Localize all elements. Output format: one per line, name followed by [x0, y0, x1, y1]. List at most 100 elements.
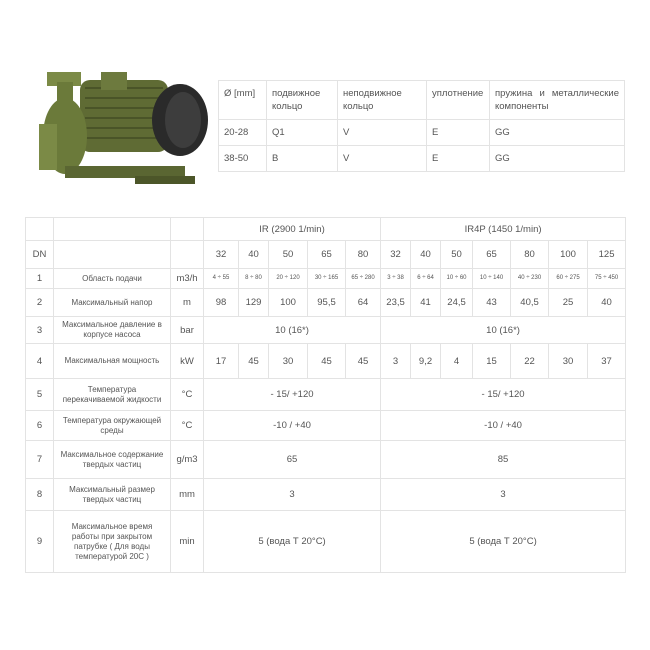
- cell: Температура окружающей среды: [53, 410, 171, 441]
- size-header-row: DN 32 40 50 65 80 32 40 50 65 80 100 125: [25, 240, 627, 269]
- cell: 15: [472, 343, 512, 379]
- cell: 10 ÷ 60: [440, 268, 474, 289]
- cell: 129: [238, 288, 269, 317]
- cell: 75 ÷ 450: [587, 268, 627, 289]
- cell: B: [266, 145, 338, 172]
- cell: mm: [170, 478, 204, 511]
- size-cell: 65: [307, 240, 346, 269]
- cell: 22: [510, 343, 550, 379]
- cell: 40: [587, 288, 627, 317]
- cell: 41: [410, 288, 442, 317]
- seal-materials-table: Ø [mm] подвижное кольцо неподвижное коль…: [218, 80, 625, 172]
- table-row: 8 Максимальный размер твердых частиц mm 3 3: [25, 478, 627, 511]
- cell: 24,5: [440, 288, 474, 317]
- cell: 9,2: [410, 343, 442, 379]
- cell: 10 (16*): [202, 316, 382, 344]
- table-row: 6 Температура окружающей среды °C -10 / +40…: [25, 410, 627, 441]
- size-cell: 50: [268, 240, 308, 269]
- cell: 10 ÷ 140: [472, 268, 512, 289]
- table-header-row: Ø [mm] подвижное кольцо неподвижное коль…: [218, 80, 625, 120]
- cell: m: [170, 288, 204, 317]
- cell: 7: [25, 440, 54, 479]
- ir-header: IR (2900 1/min): [202, 217, 382, 241]
- cell: 60 ÷ 275: [548, 268, 589, 289]
- cell: m3/h: [170, 268, 204, 289]
- cell: kW: [170, 343, 204, 379]
- dn-label: DN: [25, 240, 54, 269]
- cell: Область подачи: [53, 268, 171, 289]
- cell: 3: [380, 478, 627, 511]
- size-cell: 80: [344, 240, 382, 269]
- table-row: 1 Область подачи m3/h 4 ÷ 55 8 ÷ 80 20 ÷ 120 3…: [25, 268, 627, 289]
- cell: 3 ÷ 38: [380, 268, 412, 289]
- cell: 1: [25, 268, 54, 289]
- cell: min: [170, 510, 204, 573]
- cell: 45: [344, 343, 382, 379]
- cell: g/m3: [170, 440, 204, 479]
- cell: 5: [25, 378, 54, 411]
- cell: GG: [489, 145, 625, 172]
- table-row: 4 Максимальная мощность kW 17 45 30 45 45 3 9,2 4 1…: [25, 343, 627, 379]
- cell: 43: [472, 288, 512, 317]
- cell: 4: [440, 343, 474, 379]
- cell: °C: [170, 410, 204, 441]
- cell: Температура перекачиваемой жидкости: [53, 378, 171, 411]
- cell: 98: [203, 288, 239, 317]
- cell: bar: [170, 316, 204, 344]
- cell: 3: [380, 343, 412, 379]
- cell: 64: [344, 288, 382, 317]
- cell: 23,5: [380, 288, 412, 317]
- ir4p-header: IR4P (1450 1/min): [380, 217, 627, 241]
- cell: GG: [489, 119, 625, 146]
- cell: V: [337, 119, 427, 146]
- table-row: 3 Максимальное давление в корпусе насоса b…: [25, 316, 627, 344]
- cell: 3: [202, 478, 382, 511]
- cell: 2: [25, 288, 54, 317]
- size-cell: 32: [380, 240, 412, 269]
- cell: 65 ÷ 280: [344, 268, 382, 289]
- size-cell: 80: [510, 240, 550, 269]
- cell: 20-28: [218, 119, 267, 146]
- cell: 5 (вода Т 20°C): [380, 510, 627, 573]
- table-row: 9 Максимальное время работы при закрытом …: [25, 510, 627, 573]
- size-cell: 100: [548, 240, 589, 269]
- table-row: 2 Максимальный напор m 98 129 100 95,5 64 23,5 41…: [25, 288, 627, 317]
- cell: 6: [25, 410, 54, 441]
- cell: 38-50: [218, 145, 267, 172]
- cell: °C: [170, 378, 204, 411]
- cell: Максимальное содержание твердых частиц: [53, 440, 171, 479]
- pump-image: [39, 72, 208, 184]
- cell: 20 ÷ 120: [268, 268, 308, 289]
- table-row: 38-50 B V E GG: [218, 145, 625, 172]
- cell: Максимальный размер твердых частиц: [53, 478, 171, 511]
- cell: 17: [203, 343, 239, 379]
- cell: 10 (16*): [380, 316, 627, 344]
- pump-spec-table: IR (2900 1/min) IR4P (1450 1/min) DN 32 40…: [25, 217, 627, 573]
- cell: Максимальный напор: [53, 288, 171, 317]
- cell: 85: [380, 440, 627, 479]
- cell: 9: [25, 510, 54, 573]
- cell: 95,5: [307, 288, 346, 317]
- cell: 30: [548, 343, 589, 379]
- table-row: 5 Температура перекачиваемой жидкости °C - …: [25, 378, 627, 411]
- cell: 30 ÷ 165: [307, 268, 346, 289]
- header-cell: Ø [mm]: [218, 80, 267, 120]
- header-cell: пружина и металлические компоненты: [489, 80, 625, 120]
- header-cell: уплотнение: [426, 80, 490, 120]
- speed-header-row: IR (2900 1/min) IR4P (1450 1/min): [25, 217, 627, 241]
- cell: - 15/ +120: [380, 378, 627, 411]
- cell: - 15/ +120: [202, 378, 382, 411]
- cell: 8: [25, 478, 54, 511]
- size-cell: 40: [238, 240, 269, 269]
- cell: 45: [238, 343, 269, 379]
- header-cell: подвижное кольцо: [266, 80, 338, 120]
- cell: 100: [268, 288, 308, 317]
- cell: 65: [202, 440, 382, 479]
- cell: Максимальное давление в корпусе насоса: [53, 316, 171, 344]
- cell: 8 ÷ 80: [238, 268, 269, 289]
- table-row: 20-28 Q1 V E GG: [218, 119, 625, 146]
- header-cell: неподвижное кольцо: [337, 80, 427, 120]
- cell: E: [426, 119, 490, 146]
- cell: 5 (вода Т 20°C): [202, 510, 382, 573]
- cell: Максимальное время работы при закрытом п…: [53, 510, 171, 573]
